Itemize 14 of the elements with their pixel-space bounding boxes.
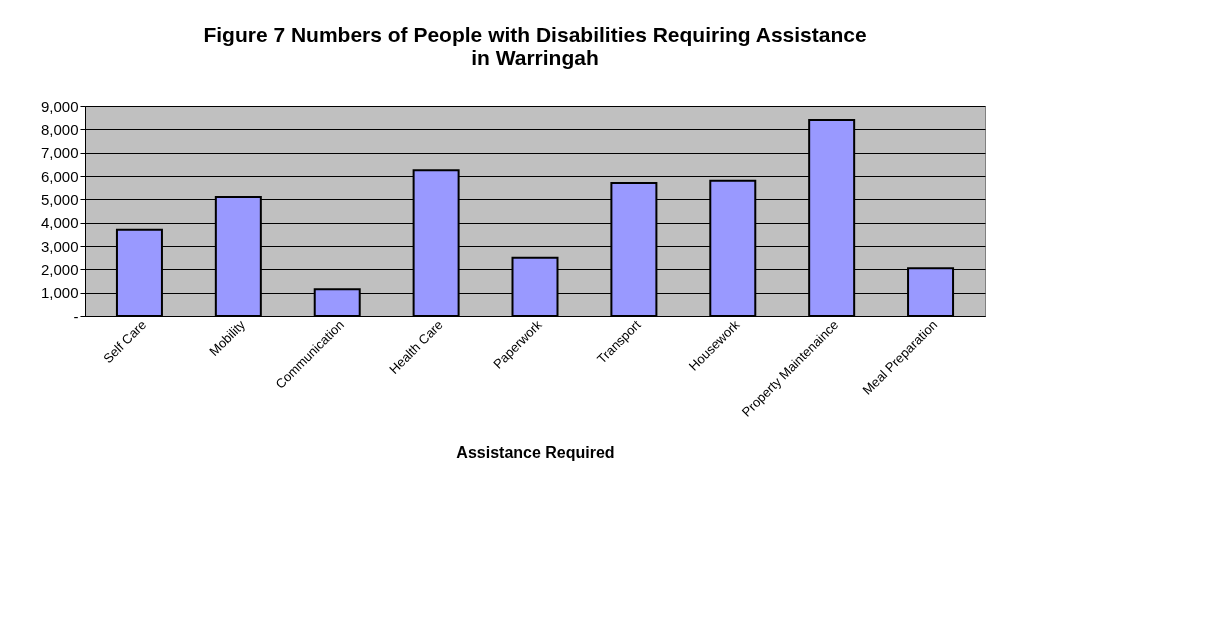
- x-axis-title: Assistance Required: [456, 443, 615, 461]
- y-tick-label: 4,000: [40, 214, 79, 232]
- y-tick-label: 5,000: [40, 190, 79, 208]
- y-tick-label: 9,000: [40, 97, 79, 115]
- y-tick-label: 3,000: [40, 237, 79, 255]
- y-tick-label: 1,000: [40, 284, 79, 302]
- x-tick-label: Self Care: [100, 317, 150, 367]
- y-tick-label: -: [73, 307, 79, 325]
- text: Figure 7 Numbers of People with Disabilities Requiring Assistance: [203, 23, 867, 46]
- text: in Warringah: [471, 46, 599, 69]
- y-tick-label: 8,000: [40, 120, 79, 138]
- y-tick-label: 6,000: [40, 167, 79, 185]
- y-tick-label: 7,000: [40, 144, 79, 162]
- y-tick-label: 2,000: [40, 260, 79, 278]
